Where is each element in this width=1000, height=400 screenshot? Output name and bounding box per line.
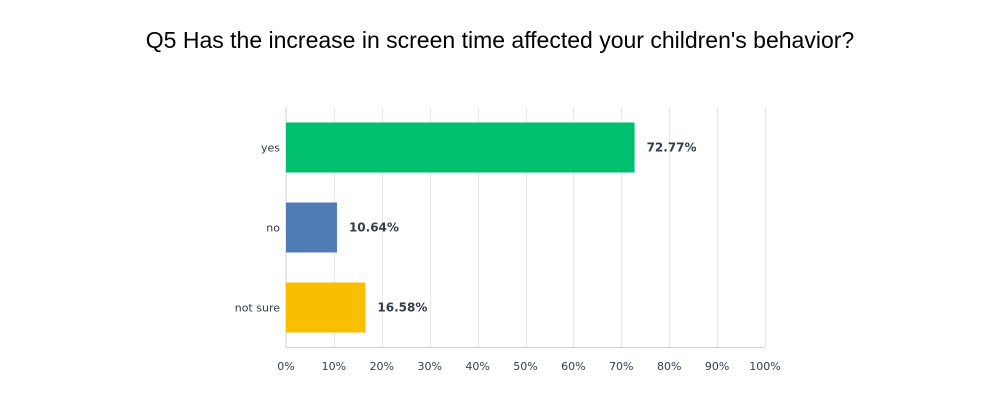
chart-title: Q5 Has the increase in screen time affec…	[145, 27, 855, 53]
value-label: 16.58%	[377, 301, 427, 315]
x-tick-label: 50%	[513, 360, 537, 373]
bars	[286, 122, 635, 333]
x-tick-label: 90%	[705, 360, 729, 373]
x-tick-label: 70%	[609, 360, 633, 373]
value-labels: 72.77% 10.64% 16.58%	[349, 141, 697, 315]
x-tick-label: 0%	[277, 360, 294, 373]
category-label: not sure	[235, 302, 280, 315]
x-tick-label: 10%	[322, 360, 346, 373]
x-tick-label: 30%	[417, 360, 441, 373]
value-label: 72.77%	[647, 141, 697, 155]
category-label: no	[266, 222, 280, 235]
x-tick-label: 60%	[561, 360, 585, 373]
bar-no	[286, 202, 337, 253]
x-tick-labels: 0% 10% 20% 30% 40% 50% 60% 70% 80% 90% 100%	[277, 360, 780, 373]
x-tick-label: 80%	[657, 360, 681, 373]
category-label: yes	[261, 142, 280, 155]
x-tick-label: 40%	[465, 360, 489, 373]
value-label: 10.64%	[349, 221, 399, 235]
x-tick-label: 20%	[370, 360, 394, 373]
bar-not-sure	[286, 282, 366, 333]
x-tick-label: 100%	[749, 360, 780, 373]
bar-yes	[286, 122, 635, 173]
category-labels: yes no not sure	[235, 142, 281, 315]
